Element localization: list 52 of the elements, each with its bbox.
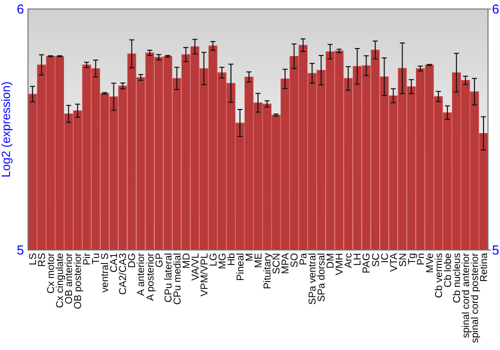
x-tick-label: M (244, 253, 256, 262)
x-tick-label: IC (380, 253, 391, 263)
x-tick-label: ME (254, 252, 264, 268)
y2-tick-label: 6 (492, 2, 500, 17)
x-tick-label: spinal cord anterior (460, 252, 472, 338)
x-tick-label: Pir (82, 252, 94, 266)
x-tick-label: A posterior (145, 252, 156, 301)
x-tick-label: Hb (226, 252, 238, 266)
x-tick-label: spinal cord posterior (470, 252, 481, 344)
x-tick-label: Arc (344, 253, 355, 268)
x-tick-label: CA2/CA3 (118, 252, 130, 295)
x-tick-label: Cb vermis (434, 253, 445, 298)
x-tick-label: RS (37, 252, 48, 267)
x-tick-label: VMH (334, 253, 346, 276)
x-tick-label: DM (326, 253, 337, 269)
x-tick-label: SO (290, 252, 301, 268)
x-tick-label: A anterior (136, 252, 148, 296)
x-tick-label: Tu (91, 253, 102, 264)
x-tick-label: PAG (362, 252, 373, 274)
x-tick-label: OB posterior (73, 252, 84, 310)
x-tick-label: SCN (272, 253, 283, 274)
x-tick-label: SC (370, 253, 382, 267)
x-tick-label: GP (154, 252, 166, 268)
x-tick-label: MPA (280, 252, 292, 274)
x-tick-label: CA1 (109, 252, 120, 272)
x-tick-label: VPM/VPL (199, 252, 210, 296)
x-tick-label: Cb nucleus (452, 253, 463, 304)
x-tick-label: Pineal (235, 253, 246, 281)
x-tick-label: Pa (298, 252, 310, 266)
x-tick-label: MD (181, 253, 192, 269)
x-tick-label: Pituitary (262, 253, 274, 290)
y2-tick-label: 5 (492, 242, 500, 258)
x-tick-label: ventral S (100, 252, 112, 292)
y-axis-title: Log2 (expression) (0, 81, 13, 178)
x-tick-label: LG (208, 252, 220, 266)
x-tick-label: SPa dorsal (316, 253, 328, 302)
x-tick-label: VTA (388, 252, 400, 272)
x-tick-label: Cx cingulate (55, 252, 66, 308)
x-tick-label: CPu medial (172, 253, 184, 305)
x-tick-label: Cb lobe (442, 252, 454, 288)
x-tick-label: LH (352, 253, 364, 266)
x-tick-label: SN (398, 253, 409, 267)
x-tick-label: MVe (424, 252, 436, 274)
x-tick-label: OB anterior (64, 252, 76, 304)
x-tick-label: Retina (478, 252, 490, 282)
x-tick-label: MG (217, 252, 228, 270)
x-tick-label: Tg (406, 253, 418, 265)
x-tick-label: LS (28, 252, 40, 266)
x-tick-label: CPu lateral (163, 253, 174, 302)
x-tick-label: VA/VL (190, 252, 202, 281)
x-tick-label: Pn (416, 253, 427, 266)
x-tick-label: DG (127, 252, 138, 268)
